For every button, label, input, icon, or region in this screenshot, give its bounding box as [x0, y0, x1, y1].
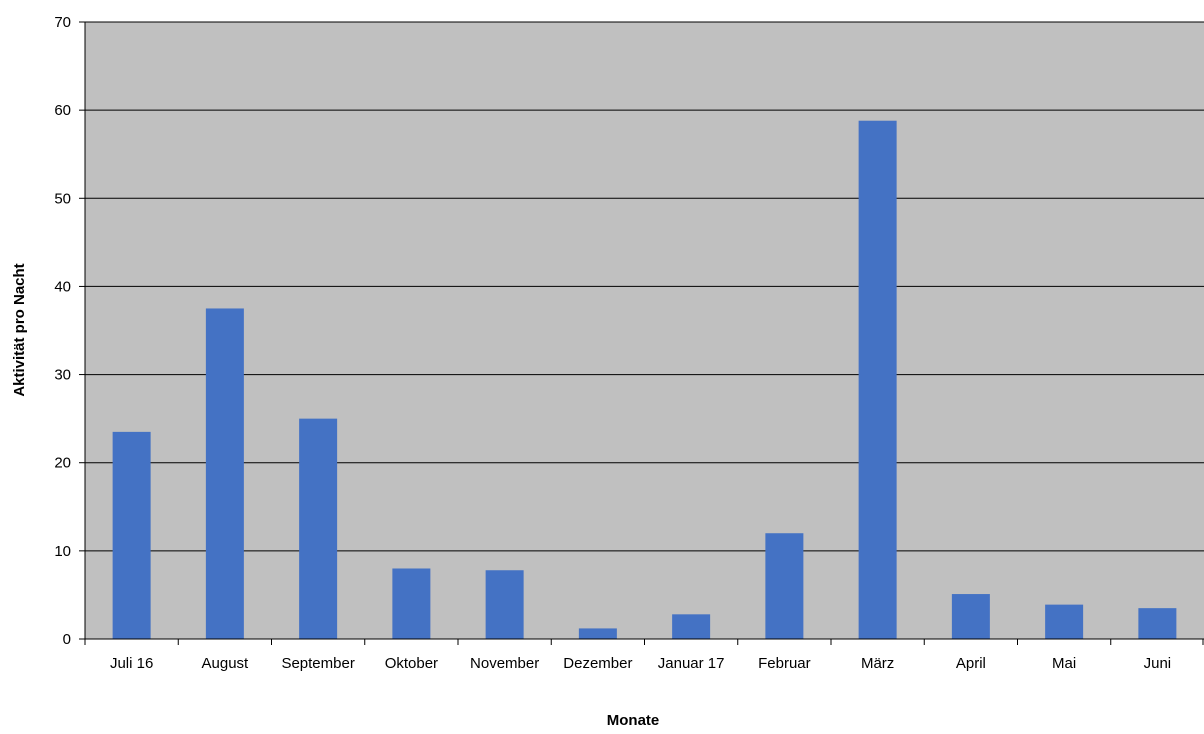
- bar: [485, 570, 524, 639]
- bar: [672, 614, 711, 639]
- y-tick-label: 40: [54, 278, 71, 295]
- bar: [392, 568, 431, 639]
- x-tick-label: September: [281, 655, 354, 672]
- x-tick-label: Dezember: [563, 655, 632, 672]
- bar: [299, 418, 338, 639]
- y-tick-label: 20: [54, 455, 71, 472]
- bar: [112, 431, 151, 639]
- tick-labels: 0 10 20 30 40 50 60 70 Juli 16 August September Okt…: [54, 14, 1171, 672]
- x-tick-label: August: [202, 655, 250, 672]
- x-tick-label: November: [470, 655, 539, 672]
- x-tick-label: Januar 17: [658, 655, 725, 672]
- y-tick-label: 10: [54, 543, 71, 560]
- x-tick-label: Juli 16: [110, 655, 153, 672]
- bar: [205, 308, 244, 639]
- y-tick-label: 60: [54, 102, 71, 119]
- y-tick-label: 50: [54, 190, 71, 207]
- y-axis-title: Aktivität pro Nacht: [11, 263, 28, 396]
- plot-area: [85, 22, 1204, 639]
- bars: [112, 120, 1177, 640]
- bar: [765, 533, 804, 639]
- bar: [1138, 608, 1177, 639]
- x-tick-label: Februar: [758, 655, 811, 672]
- bar: [1045, 604, 1084, 639]
- y-tick-label: 0: [63, 631, 71, 648]
- bar: [951, 594, 990, 639]
- bar: [578, 628, 617, 639]
- x-tick-label: März: [861, 655, 894, 672]
- x-tick-label: Mai: [1052, 655, 1076, 672]
- plot-background: [85, 22, 1204, 639]
- x-tick-label: Juni: [1144, 655, 1172, 672]
- x-axis-title: Monate: [607, 712, 660, 729]
- y-tick-label: 30: [54, 367, 71, 384]
- axes: [79, 21, 1204, 645]
- x-tick-label: April: [956, 655, 986, 672]
- bar: [858, 120, 897, 640]
- gridlines: [85, 21, 1204, 552]
- x-tick-label: Oktober: [385, 655, 438, 672]
- y-tick-label: 70: [54, 14, 71, 31]
